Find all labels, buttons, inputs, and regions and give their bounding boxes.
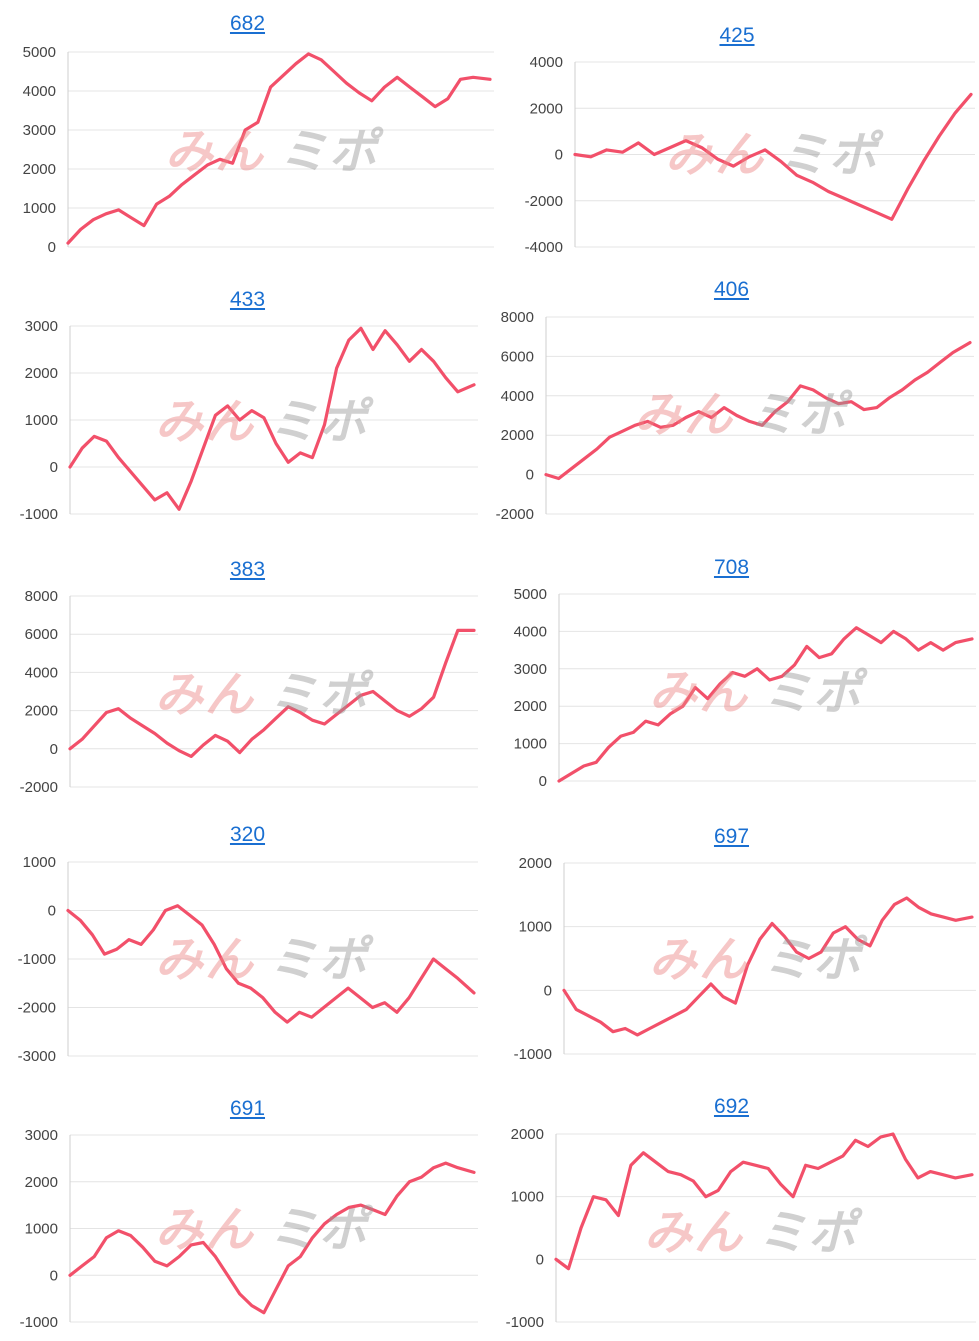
y-tick-label: 0 [539, 773, 547, 790]
chart-panel-692: 692 -1000 0 1000 2000 みん ミポ [484, 1075, 979, 1341]
line-chart: -1000 0 1000 2000 3000 [20, 318, 478, 523]
chart-title-link[interactable]: 682 [229, 12, 266, 35]
chart-title-link[interactable]: 691 [229, 1097, 266, 1120]
y-tick-label: 4000 [514, 623, 547, 640]
y-tick-label: -1000 [20, 1314, 58, 1331]
y-tick-label: 6000 [501, 348, 534, 365]
series-line [66, 52, 492, 245]
y-tick-label: 2000 [25, 703, 58, 720]
y-tick-label: 0 [544, 982, 552, 999]
y-tick-label: 0 [48, 903, 56, 920]
y-tick-label: 0 [526, 467, 534, 484]
series-line [554, 1132, 974, 1271]
y-tick-label: 2000 [530, 100, 563, 117]
y-tick-label: -3000 [18, 1048, 56, 1065]
chart-title-link[interactable]: 697 [713, 825, 750, 848]
y-tick-label: 3000 [25, 318, 58, 335]
line-chart: 0 1000 2000 3000 4000 5000 [514, 586, 976, 790]
y-tick-label: 4000 [25, 664, 58, 681]
y-tick-label: 4000 [530, 54, 563, 71]
y-tick-label: 0 [50, 459, 58, 476]
y-tick-label: 4000 [501, 388, 534, 405]
y-tick-label: 2000 [501, 427, 534, 444]
y-tick-label: 1000 [511, 1189, 544, 1206]
series-line [557, 626, 974, 783]
chart-panel-682: 682 0 1000 2000 3000 4000 5000 みん ミポ [0, 0, 495, 270]
chart-panel-406: 406 -2000 0 2000 4000 6000 8000 みん ミポ [484, 270, 979, 540]
chart-panel-691: 691 -1000 0 1000 2000 3000 みん ミポ [0, 1075, 495, 1341]
series-line [573, 92, 973, 221]
chart-title-link[interactable]: 433 [229, 288, 266, 311]
chart-panel-697: 697 -1000 0 1000 2000 みん ミポ [484, 805, 979, 1075]
y-tick-label: 1000 [514, 736, 547, 753]
y-tick-label: 2000 [514, 698, 547, 715]
y-tick-label: -1000 [514, 1046, 552, 1063]
chart-panel-383: 383 -2000 0 2000 4000 6000 8000 みん ミポ [0, 540, 495, 805]
y-tick-label: 2000 [511, 1126, 544, 1143]
y-tick-label: -2000 [20, 779, 58, 796]
y-tick-label: 1000 [23, 854, 56, 871]
y-tick-label: -1000 [18, 951, 56, 968]
y-tick-label: 6000 [25, 626, 58, 643]
y-tick-label: -2000 [18, 1000, 56, 1017]
y-tick-label: 1000 [25, 412, 58, 429]
y-tick-label: 4000 [23, 83, 56, 100]
line-chart: -2000 0 2000 4000 6000 8000 [20, 588, 478, 796]
y-tick-label: 5000 [514, 586, 547, 603]
series-line [68, 326, 476, 511]
y-tick-label: 0 [48, 239, 56, 256]
chart-title-link[interactable]: 383 [229, 558, 266, 581]
y-tick-label: -1000 [20, 506, 58, 523]
series-line [562, 896, 974, 1037]
y-tick-label: 5000 [23, 44, 56, 61]
line-chart: -1000 0 1000 2000 3000 [20, 1127, 478, 1331]
chart-title-link[interactable]: 425 [719, 24, 755, 47]
line-chart: -1000 0 1000 2000 [506, 1126, 976, 1331]
series-line [66, 904, 476, 1024]
chart-panel-708: 708 0 1000 2000 3000 4000 5000 みん ミポ [484, 540, 979, 805]
y-tick-label: 3000 [514, 661, 547, 678]
line-chart: -3000 -2000 -1000 0 1000 [18, 854, 478, 1065]
y-tick-label: 0 [536, 1251, 544, 1268]
y-tick-label: 0 [555, 147, 563, 164]
y-tick-label: -4000 [525, 239, 563, 256]
y-tick-label: 0 [50, 1267, 58, 1284]
chart-panel-320: 320 -3000 -2000 -1000 0 1000 みん ミポ [0, 805, 495, 1075]
series-line [68, 1161, 476, 1315]
y-tick-label: -2000 [496, 506, 534, 523]
y-tick-label: 2000 [519, 855, 552, 872]
y-tick-label: 3000 [23, 122, 56, 139]
chart-title-link[interactable]: 320 [229, 823, 266, 846]
chart-panel-425: 425 -4000 -2000 0 2000 4000 みん ミポ [495, 0, 979, 270]
chart-title-link[interactable]: 708 [713, 556, 750, 579]
y-tick-label: 8000 [25, 588, 58, 605]
series-line [68, 628, 476, 758]
y-tick-label: -2000 [525, 193, 563, 210]
series-line [544, 340, 972, 481]
line-chart: -2000 0 2000 4000 6000 8000 [496, 309, 974, 523]
y-tick-label: 8000 [501, 309, 534, 326]
line-chart: -4000 -2000 0 2000 4000 [525, 54, 975, 256]
chart-title-link[interactable]: 692 [713, 1095, 750, 1118]
y-tick-label: 1000 [23, 200, 56, 217]
y-tick-label: -1000 [506, 1314, 544, 1331]
line-chart: 0 1000 2000 3000 4000 5000 [23, 44, 494, 256]
y-tick-label: 1000 [25, 1221, 58, 1238]
y-tick-label: 2000 [23, 161, 56, 178]
y-tick-label: 1000 [519, 919, 552, 936]
y-tick-label: 2000 [25, 365, 58, 382]
line-chart: -1000 0 1000 2000 [514, 855, 976, 1063]
y-tick-label: 0 [50, 741, 58, 758]
chart-title-link[interactable]: 406 [713, 278, 750, 301]
y-tick-label: 2000 [25, 1174, 58, 1191]
chart-panel-433: 433 -1000 0 1000 2000 3000 みん ミポ [0, 270, 495, 540]
y-tick-label: 3000 [25, 1127, 58, 1144]
